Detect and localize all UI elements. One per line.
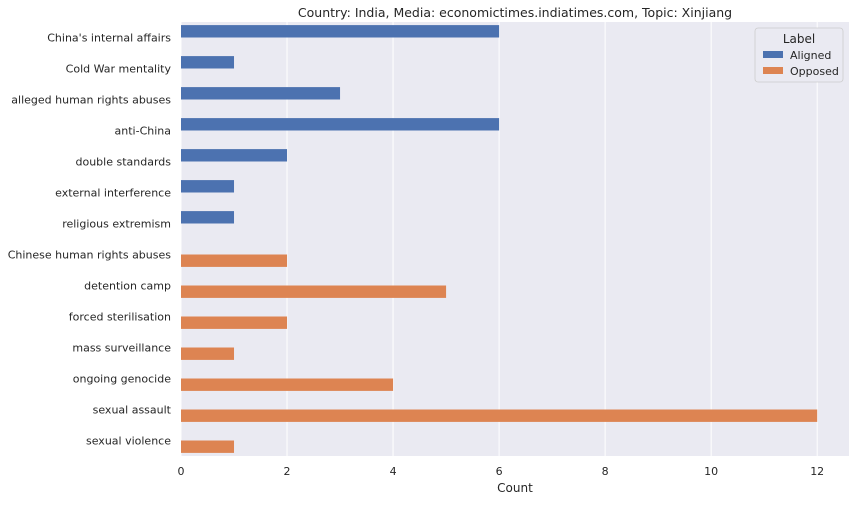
bar-opposed <box>181 316 288 329</box>
bar-aligned <box>181 211 235 224</box>
legend: Label Aligned Opposed <box>754 27 844 83</box>
bar-aligned <box>181 118 500 131</box>
y-tick-label: Chinese human rights abuses <box>8 249 172 262</box>
y-tick-label: forced sterilisation <box>69 311 171 324</box>
x-tick-label: 10 <box>704 465 718 478</box>
x-axis-tick-labels: 0 2 4 6 8 10 12 <box>178 465 825 478</box>
bar-opposed <box>181 347 235 360</box>
bars <box>181 25 818 453</box>
legend-label: Aligned <box>790 49 831 62</box>
x-tick-label: 0 <box>178 465 185 478</box>
y-tick-label: religious extremism <box>62 218 171 231</box>
bar-aligned <box>181 25 500 38</box>
x-axis-label: Count <box>497 481 533 495</box>
y-tick-label: sexual violence <box>86 435 171 448</box>
bar-opposed <box>181 440 235 453</box>
bar-aligned <box>181 87 341 100</box>
y-tick-label: external interference <box>55 187 171 200</box>
legend-label: Opposed <box>790 65 839 78</box>
y-tick-label: detention camp <box>84 280 171 293</box>
y-tick-label: Cold War mentality <box>66 63 172 76</box>
chart-title: Country: India, Media: economictimes.ind… <box>298 5 732 20</box>
x-tick-label: 12 <box>810 465 824 478</box>
bar-aligned <box>181 149 288 162</box>
y-tick-label: double standards <box>75 156 171 169</box>
x-tick-label: 8 <box>602 465 609 478</box>
y-tick-label: mass surveillance <box>72 342 171 355</box>
bar-opposed <box>181 254 288 267</box>
x-tick-label: 2 <box>284 465 291 478</box>
y-tick-label: sexual assault <box>93 404 172 417</box>
legend-title: Label <box>783 32 815 46</box>
bar-opposed <box>181 378 394 391</box>
legend-swatch <box>763 51 783 58</box>
bar-opposed <box>181 285 447 298</box>
legend-items: Aligned Opposed <box>763 49 839 78</box>
x-tick-label: 6 <box>496 465 503 478</box>
legend-swatch <box>763 67 783 74</box>
y-tick-label: anti-China <box>115 125 171 138</box>
y-axis-tick-labels: China's internal affairs Cold War mentali… <box>8 32 172 448</box>
y-tick-label: China's internal affairs <box>47 32 171 45</box>
bar-opposed <box>181 409 818 422</box>
bar-aligned <box>181 56 235 69</box>
x-tick-label: 4 <box>390 465 397 478</box>
y-tick-label: alleged human rights abuses <box>11 94 171 107</box>
bar-aligned <box>181 180 235 193</box>
y-tick-label: ongoing genocide <box>73 373 171 386</box>
